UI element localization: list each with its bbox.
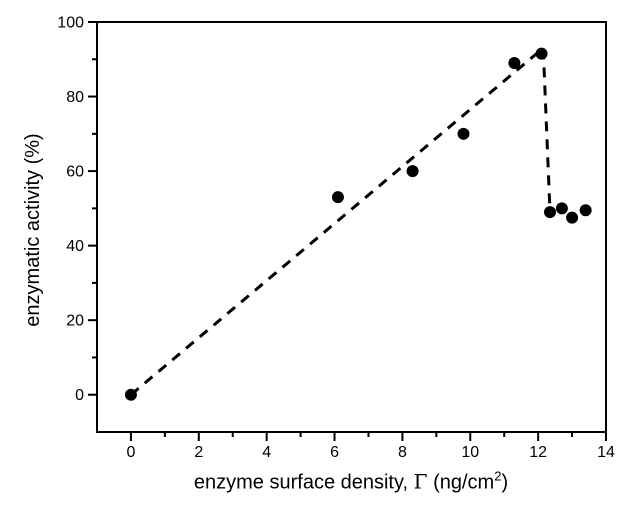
x-axis-title: enzyme surface density, Γ (ng/cm2) [193,468,509,494]
x-tick-label: 10 [461,444,479,461]
x-tick-label: 0 [126,444,135,461]
y-tick-label: 60 [66,164,84,181]
y-tick-label: 100 [57,15,84,32]
dashed-guide-line [129,44,552,396]
x-tick-label: 8 [398,444,407,461]
y-tick-label: 80 [66,89,84,106]
x-axis-title-superscript: 2 [494,468,502,484]
x-tick-label: 12 [529,444,547,461]
data-point [124,388,137,401]
data-point [555,202,568,215]
x-axis-title-unit: (ng/cm [427,471,495,494]
data-point [544,206,557,219]
data-point [535,47,548,60]
x-tick-label: 14 [597,444,615,461]
data-point [508,57,521,69]
x-tick-label: 4 [262,444,271,461]
data-point [566,211,579,224]
x-tick-label: 2 [194,444,203,461]
x-axis-title-unit-close: ) [501,471,509,494]
data-point [331,191,344,204]
y-axis-title: enzymatic activity (%) [22,133,44,327]
x-axis-title-prefix: enzyme surface density, [193,471,414,494]
gamma-symbol: Γ [413,469,428,494]
y-tick-label: 20 [66,313,84,330]
data-point [406,165,419,178]
data-point [579,204,592,217]
data-point [457,127,470,140]
y-tick-label: 40 [66,238,84,255]
plot-frame [96,21,607,433]
x-tick-label: 6 [330,444,339,461]
y-axis-title-text: enzymatic activity (%) [22,133,44,327]
y-tick-label: 0 [75,387,84,404]
